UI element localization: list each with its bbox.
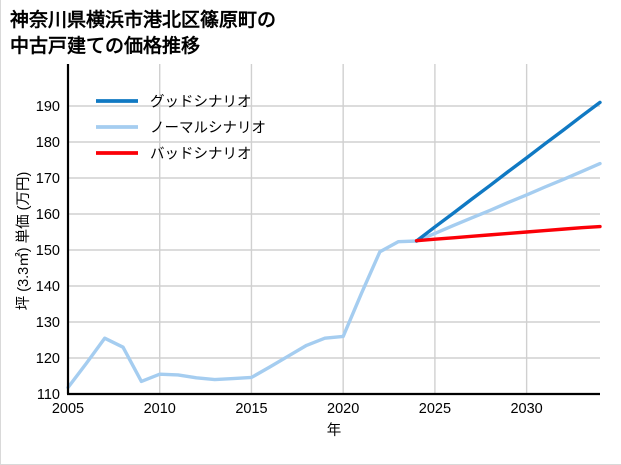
- chart-title-line-2: 中古戸建ての価格推移: [10, 35, 201, 57]
- y-axis-tick-label: 170: [36, 171, 60, 187]
- chart-title-line-1: 神奈川県横浜市港北区篠原町の: [10, 10, 277, 31]
- y-axis-tick-label: 160: [36, 207, 60, 223]
- data-series-lines: [66, 100, 602, 390]
- legend-label: グッドシナリオ: [150, 94, 252, 111]
- legend-label: ノーマルシナリオ: [150, 121, 266, 137]
- y-axis-tick-labels: 110 120 130 140 150 160 170 180 190: [36, 99, 60, 403]
- x-axis-tick-label: 2010: [144, 401, 176, 417]
- x-axis-tick-label: 2015: [235, 401, 267, 417]
- y-axis-tick-label: 140: [36, 279, 60, 295]
- series-line: [414, 100, 602, 243]
- chart-title: 神奈川県横浜市港北区篠原町の 中古戸建ての価格推移: [10, 8, 276, 59]
- y-axis-tick-label: 150: [36, 243, 60, 259]
- x-axis-title: 年: [327, 422, 342, 439]
- series-line: [414, 224, 602, 243]
- y-axis-tick-label: 110: [37, 387, 60, 403]
- y-axis-tick-label: 180: [36, 135, 60, 151]
- y-axis-tick-label: 130: [36, 315, 60, 331]
- series-line: [66, 161, 602, 390]
- gridlines: [67, 64, 600, 395]
- x-axis-tick-label: 2025: [419, 401, 451, 417]
- x-axis-tick-labels: 2005 2010 2015 2020 2025 2030: [52, 401, 543, 417]
- left-border-rule: [0, 0, 1, 465]
- x-axis-tick-label: 2020: [327, 401, 359, 417]
- x-axis-tick-label: 2005: [52, 401, 84, 417]
- y-axis-tick-label: 120: [36, 351, 60, 367]
- y-axis-title: 坪 (3.3㎡) 単価 (万円): [15, 172, 32, 311]
- legend-label: バッドシナリオ: [150, 147, 252, 163]
- y-axis-tick-label: 190: [36, 99, 60, 115]
- x-axis-tick-label: 2030: [510, 401, 542, 417]
